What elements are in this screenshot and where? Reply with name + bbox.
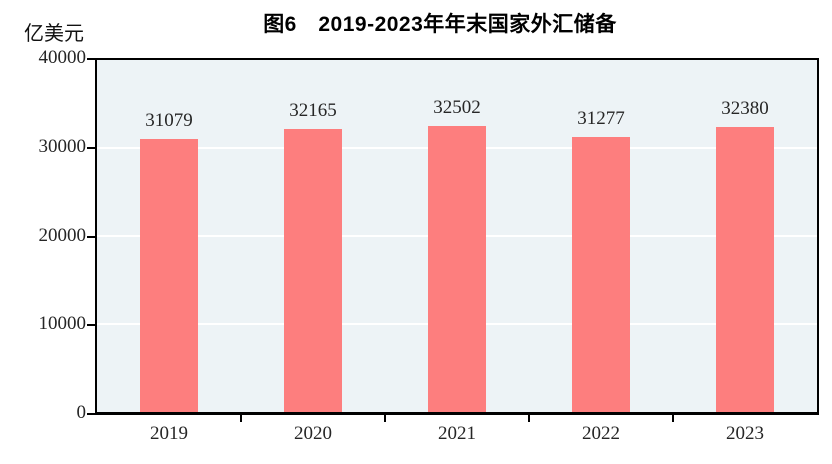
x-axis-label-2019: 2019 xyxy=(150,423,188,444)
bar-2021 xyxy=(428,126,486,412)
bar-value-label-2020: 32165 xyxy=(289,100,337,121)
y-axis-tick-mark xyxy=(87,413,95,415)
bar-2022 xyxy=(572,137,630,412)
plot-area: 31079 32165 32502 31277 32380 xyxy=(95,58,819,415)
bar-value-label-2022: 31277 xyxy=(577,108,625,129)
y-axis-tick-mark xyxy=(87,58,95,60)
x-axis-label-2022: 2022 xyxy=(582,423,620,444)
bar-value-label-2021: 32502 xyxy=(433,97,481,118)
x-axis-label-2020: 2020 xyxy=(294,423,332,444)
bar-2020 xyxy=(284,129,342,412)
bar-2019 xyxy=(140,139,198,412)
x-axis-tick-mark xyxy=(528,415,530,422)
y-axis-tick-mark xyxy=(87,236,95,238)
x-axis-label-2023: 2023 xyxy=(726,423,764,444)
y-axis-tick-mark xyxy=(87,147,95,149)
y-axis-tick-mark xyxy=(87,324,95,326)
y-axis-label-0: 0 xyxy=(76,402,87,423)
bar-value-label-2023: 32380 xyxy=(721,98,769,119)
x-axis-tick-mark xyxy=(384,415,386,422)
chart-title: 图6 2019-2023年年末国家外汇储备 xyxy=(263,13,617,36)
y-axis-label-10000: 10000 xyxy=(38,313,87,334)
x-axis-tick-mark xyxy=(672,415,674,422)
y-axis-label-30000: 30000 xyxy=(38,136,87,157)
y-axis-label-40000: 40000 xyxy=(38,47,87,68)
y-axis-unit-label: 亿美元 xyxy=(24,23,84,45)
y-axis-label-20000: 20000 xyxy=(38,225,87,246)
x-axis-tick-mark xyxy=(240,415,242,422)
bar-2023 xyxy=(716,127,774,412)
bar-value-label-2019: 31079 xyxy=(145,110,193,131)
x-axis-label-2021: 2021 xyxy=(438,423,476,444)
